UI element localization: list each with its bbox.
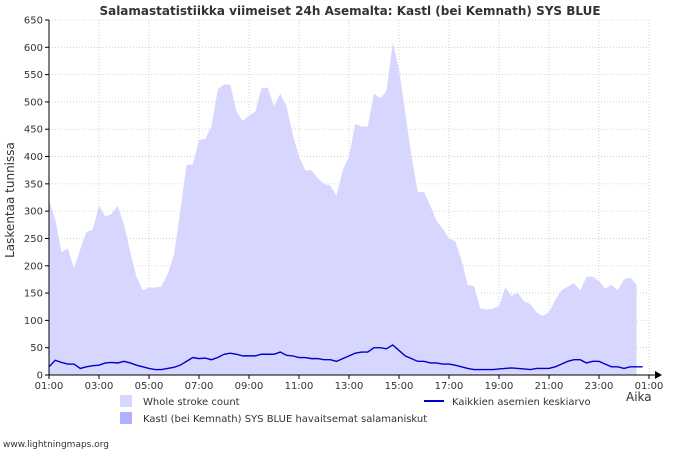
y-axis-label: Laskentaa tunnissa <box>3 142 17 258</box>
chart-title: Salamastatistiikka viimeiset 24h Asemalt… <box>99 4 600 18</box>
legend-label-whole: Whole stroke count <box>143 397 240 408</box>
y-tick-label: 0 <box>37 371 43 382</box>
y-tick-label: 650 <box>24 16 43 27</box>
y-tick-label: 200 <box>24 261 43 272</box>
axes <box>48 20 662 379</box>
y-tick-label: 450 <box>24 125 43 136</box>
x-tick-label: 01:00 <box>35 381 64 392</box>
y-tick-label: 50 <box>30 343 43 354</box>
x-tick-label: 21:00 <box>535 381 564 392</box>
x-tick-label: 07:00 <box>185 381 214 392</box>
y-tick-label: 550 <box>24 70 43 81</box>
series-areas <box>49 42 637 375</box>
x-tick-label: 19:00 <box>485 381 514 392</box>
y-tick-label: 300 <box>24 207 43 218</box>
x-tick-label: 01:00 <box>635 381 664 392</box>
y-tick-label: 600 <box>24 43 43 54</box>
legend-swatch-station <box>120 412 132 424</box>
y-tick-label: 500 <box>24 97 43 108</box>
y-tick-label: 350 <box>24 179 43 190</box>
x-tick-label: 17:00 <box>435 381 464 392</box>
x-tick-label: 09:00 <box>235 381 264 392</box>
x-tick-label: 15:00 <box>385 381 414 392</box>
x-ticks: 01:00 03:00 05:00 07:00 09:00 11:00 13:00 15:00… <box>35 375 664 392</box>
footer-credit: www.lightningmaps.org <box>3 440 109 450</box>
y-tick-label: 400 <box>24 152 43 163</box>
legend-label-average: Kaikkien asemien keskiarvo <box>452 397 591 408</box>
series-2-line <box>48 344 643 371</box>
y-ticks: 0 50 100 150 200 250 300 350 400 450 500 550 600 650 <box>24 16 49 382</box>
y-tick-label: 100 <box>24 316 43 327</box>
y-tick-label: 250 <box>24 234 43 245</box>
y-tick-label: 150 <box>24 289 43 300</box>
x-tick-label: 03:00 <box>85 381 114 392</box>
legend-swatch-whole <box>120 395 132 407</box>
legend: Whole stroke count Kastl (bei Kemnath) S… <box>120 395 591 425</box>
series-0-area <box>49 42 637 375</box>
x-tick-label: 23:00 <box>585 381 614 392</box>
x-tick-label: 13:00 <box>335 381 364 392</box>
x-tick-label: 05:00 <box>135 381 164 392</box>
x-axis-label: Aika <box>626 390 652 404</box>
x-axis-arrow <box>655 371 662 379</box>
x-tick-label: 11:00 <box>285 381 314 392</box>
series-lines <box>48 344 643 371</box>
legend-label-station: Kastl (bei Kemnath) SYS BLUE havaitsemat… <box>143 414 427 425</box>
